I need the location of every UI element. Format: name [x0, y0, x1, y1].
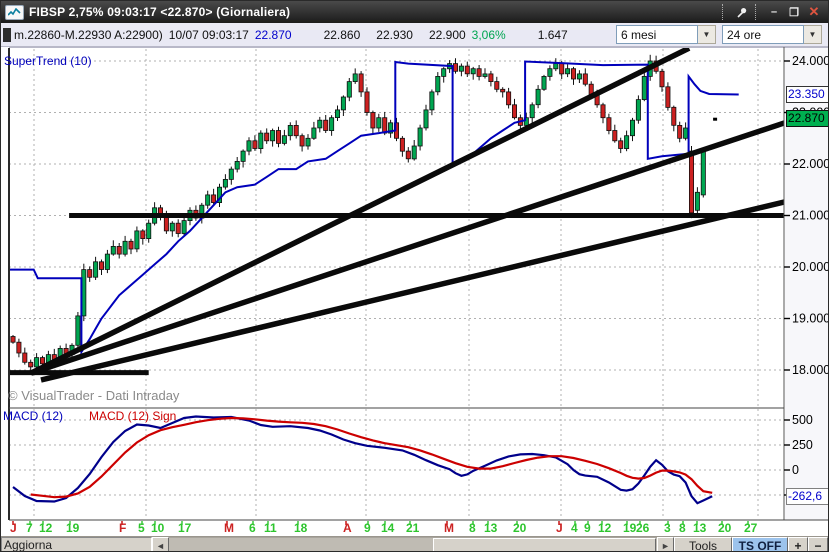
- scroll-right-button[interactable]: ►: [657, 537, 674, 551]
- svg-text:0: 0: [792, 463, 799, 477]
- svg-text:J: J: [10, 521, 17, 535]
- svg-text:7: 7: [26, 521, 33, 535]
- svg-text:8: 8: [679, 521, 686, 535]
- status-text: Aggiorna: [1, 537, 152, 551]
- svg-text:18: 18: [294, 521, 308, 535]
- svg-text:8: 8: [469, 521, 476, 535]
- window-title: FIBSP 2,75% 09:03:17 <22.870> (Giornalie…: [29, 5, 291, 19]
- svg-text:11: 11: [264, 521, 277, 535]
- last-price: 22.870: [254, 27, 292, 42]
- svg-text:F: F: [119, 521, 126, 535]
- titlebar-separator: [755, 4, 760, 20]
- horizontal-scrollbar[interactable]: [169, 537, 657, 551]
- last-price-badge: 22.870: [786, 110, 828, 127]
- svg-text:12: 12: [39, 521, 53, 535]
- svg-text:12: 12: [598, 521, 612, 535]
- period-select[interactable]: 6 mesi ▼: [616, 25, 716, 44]
- svg-text:M: M: [224, 521, 234, 535]
- status-bar: Aggiorna ◄ ► Tools TS OFF + −: [1, 536, 828, 551]
- svg-text:6: 6: [249, 521, 256, 535]
- volume-value: 1.647: [537, 27, 568, 42]
- svg-text:26: 26: [636, 521, 650, 535]
- macd-value-badge: -262,6: [786, 488, 828, 505]
- svg-text:19.000: 19.000: [792, 312, 829, 326]
- svg-text:20: 20: [513, 521, 527, 535]
- chart-area[interactable]: 24.00023.00022.00021.00020.00019.00018.0…: [1, 47, 829, 536]
- chevron-down-icon[interactable]: ▼: [804, 25, 822, 44]
- svg-text:21.000: 21.000: [792, 209, 829, 223]
- minmax-summary: m.22860-M.22930 A:22900): [14, 27, 163, 42]
- svg-text:20.000: 20.000: [792, 260, 829, 274]
- app-icon: [5, 4, 24, 20]
- period-select-value: 6 mesi: [616, 25, 698, 44]
- ts-toggle-button[interactable]: TS OFF: [732, 537, 788, 551]
- quote-value-1: 22.860: [323, 27, 361, 42]
- svg-text:22.000: 22.000: [792, 157, 829, 171]
- interval-select-value: 24 ore: [722, 25, 804, 44]
- svg-text:19: 19: [66, 521, 80, 535]
- quote-bar: m.22860-M.22930 A:22900) 10/07 09:03:17 …: [1, 23, 828, 47]
- change-percent: 3,06%: [471, 27, 506, 42]
- svg-text:4: 4: [571, 521, 578, 535]
- quote-value-2: 22.930: [376, 27, 413, 42]
- svg-text:9: 9: [364, 521, 371, 535]
- price-chart-canvas[interactable]: 24.00023.00022.00021.00020.00019.00018.0…: [1, 47, 829, 536]
- svg-text:5: 5: [138, 521, 145, 535]
- svg-text:M: M: [444, 521, 454, 535]
- svg-text:18.000: 18.000: [792, 363, 829, 377]
- svg-text:3: 3: [664, 521, 671, 535]
- zoom-in-button[interactable]: +: [788, 537, 808, 551]
- svg-text:13: 13: [693, 521, 707, 535]
- quote-value-3: 22.900: [428, 27, 466, 42]
- supertrend-value-badge: 23.350: [786, 86, 828, 103]
- maximize-button[interactable]: ❐: [789, 6, 799, 19]
- quote-datetime: 10/07 09:03:17: [168, 27, 249, 42]
- scroll-left-button[interactable]: ◄: [152, 537, 169, 551]
- titlebar-separator: [722, 4, 727, 20]
- svg-text:19: 19: [623, 521, 637, 535]
- scrollbar-thumb[interactable]: [432, 538, 656, 551]
- interval-select[interactable]: 24 ore ▼: [722, 25, 822, 44]
- svg-text:250: 250: [792, 438, 813, 452]
- chevron-down-icon[interactable]: ▼: [698, 25, 716, 44]
- instrument-icon: [3, 27, 11, 42]
- svg-text:20: 20: [718, 521, 732, 535]
- svg-text:14: 14: [381, 521, 395, 535]
- svg-text:A: A: [343, 521, 352, 535]
- svg-text:9: 9: [584, 521, 591, 535]
- minimize-button[interactable]: –: [770, 6, 778, 18]
- pin-icon[interactable]: [731, 4, 751, 20]
- titlebar: FIBSP 2,75% 09:03:17 <22.870> (Giornalie…: [1, 1, 828, 23]
- svg-text:21: 21: [406, 521, 420, 535]
- tools-button[interactable]: Tools: [674, 537, 732, 551]
- svg-text:500: 500: [792, 413, 813, 427]
- svg-text:17: 17: [178, 521, 192, 535]
- svg-text:13: 13: [484, 521, 498, 535]
- svg-text:10: 10: [151, 521, 165, 535]
- zoom-out-button[interactable]: −: [808, 537, 828, 551]
- svg-text:J: J: [556, 521, 563, 535]
- svg-text:27: 27: [744, 521, 758, 535]
- close-button[interactable]: ✕: [808, 4, 820, 19]
- svg-text:24.000: 24.000: [792, 54, 829, 68]
